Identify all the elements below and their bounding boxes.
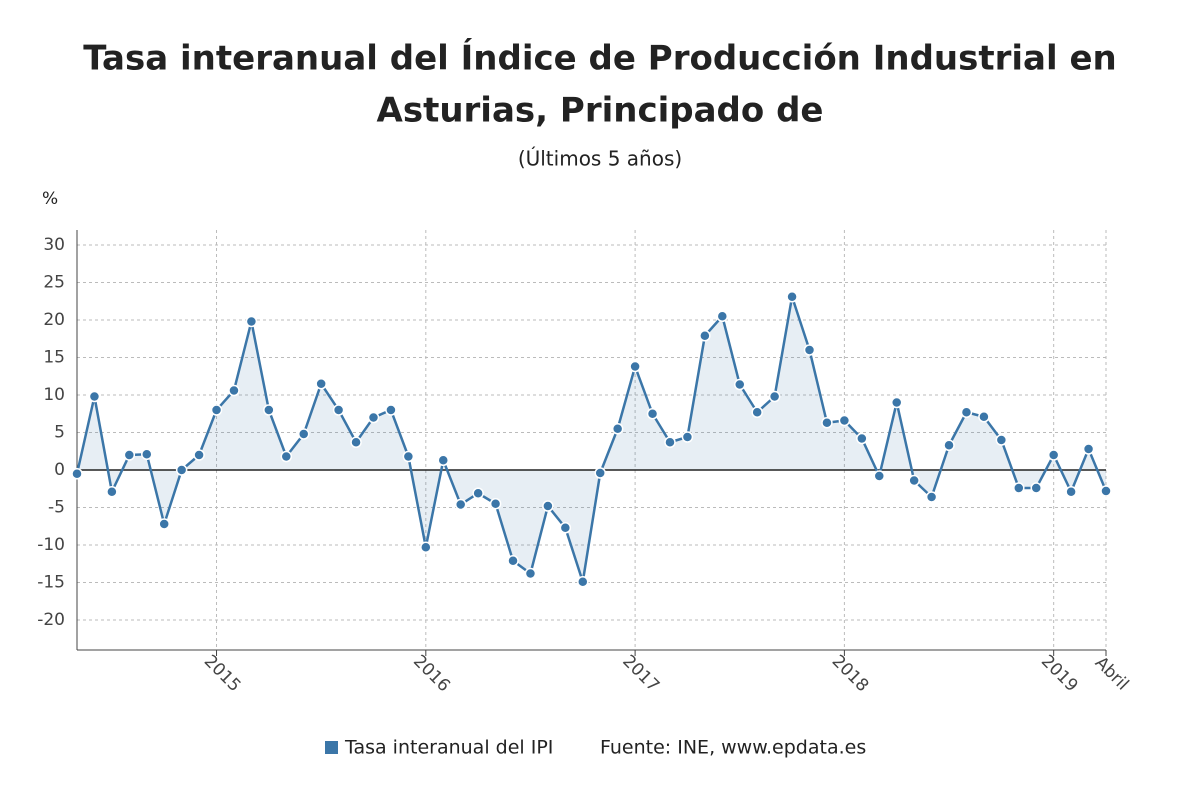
- point: [890, 396, 903, 409]
- x-tick-label: 2019: [1037, 651, 1082, 696]
- point: [367, 411, 380, 424]
- y-tick-label: 5: [54, 423, 65, 443]
- point: [489, 498, 502, 510]
- point: [437, 454, 450, 466]
- y-tick-label: -10: [37, 535, 65, 555]
- y-tick-label: -5: [48, 498, 65, 518]
- point: [751, 406, 763, 418]
- y-tick-label: 25: [43, 273, 65, 293]
- x-tick-label: 2016: [409, 651, 454, 696]
- point: [856, 432, 868, 445]
- chart-subtitle: (Últimos 5 años): [518, 147, 682, 171]
- point: [106, 486, 118, 498]
- y-tick-label: -15: [37, 573, 65, 593]
- x-tick-label: 2018: [828, 651, 873, 696]
- point: [141, 448, 153, 460]
- point: [158, 518, 170, 530]
- line: [75, 296, 1108, 583]
- x-tick-label: 2017: [618, 651, 663, 696]
- y-tick-label: 15: [43, 348, 65, 368]
- point: [786, 291, 798, 303]
- point: [542, 500, 554, 512]
- y-tick-label: 0: [54, 460, 65, 480]
- point: [524, 567, 537, 580]
- legend-swatch: [325, 741, 338, 754]
- point: [995, 434, 1008, 446]
- x-tick-label: Abril: [1091, 653, 1133, 695]
- point: [71, 468, 83, 480]
- y-tick-label: 10: [43, 385, 65, 405]
- y-tick-label: 20: [43, 310, 65, 330]
- point: [263, 404, 275, 416]
- point: [1030, 482, 1042, 494]
- point: [908, 474, 920, 487]
- point: [838, 414, 851, 427]
- source: Fuente: INE, www.epdata.es: [600, 737, 866, 759]
- point: [228, 384, 240, 397]
- point: [646, 408, 659, 420]
- x-tick-label: 2015: [200, 651, 245, 696]
- point: [960, 406, 973, 418]
- y-tick-label: 30: [43, 235, 65, 255]
- point: [245, 315, 258, 328]
- point: [803, 344, 816, 356]
- point: [420, 541, 432, 553]
- point: [1100, 485, 1112, 497]
- point: [402, 450, 415, 463]
- point: [1047, 449, 1060, 461]
- point: [385, 404, 397, 416]
- legend-label: Tasa interanual del IPI: [344, 737, 553, 759]
- point: [315, 378, 327, 390]
- point: [280, 450, 293, 463]
- point: [768, 390, 781, 403]
- point: [716, 310, 729, 322]
- point: [123, 449, 136, 461]
- point: [664, 436, 676, 448]
- point: [88, 390, 101, 403]
- point: [943, 439, 955, 451]
- point: [978, 411, 990, 423]
- point: [611, 423, 624, 435]
- point: [629, 360, 641, 373]
- y-tick-label: -20: [37, 610, 65, 630]
- point: [297, 428, 310, 440]
- point: [873, 470, 886, 482]
- point: [1013, 482, 1025, 494]
- point: [925, 491, 938, 503]
- point: [210, 404, 223, 416]
- point: [594, 467, 606, 479]
- chart-title: Tasa interanual del Índice de Producción…: [83, 38, 1116, 79]
- point: [1082, 443, 1095, 455]
- point: [681, 431, 694, 443]
- point: [193, 449, 205, 461]
- point: [454, 498, 467, 511]
- point: [332, 404, 345, 416]
- point: [821, 417, 833, 429]
- point: [559, 522, 572, 534]
- point: [175, 464, 188, 476]
- chart-title: Asturias, Principado de: [377, 91, 824, 131]
- point: [733, 378, 746, 391]
- point: [699, 330, 711, 342]
- point: [577, 576, 589, 588]
- point: [1065, 486, 1077, 498]
- y-axis-label: %: [42, 189, 58, 209]
- point: [507, 555, 519, 567]
- point: [350, 436, 362, 448]
- point: [472, 487, 484, 499]
